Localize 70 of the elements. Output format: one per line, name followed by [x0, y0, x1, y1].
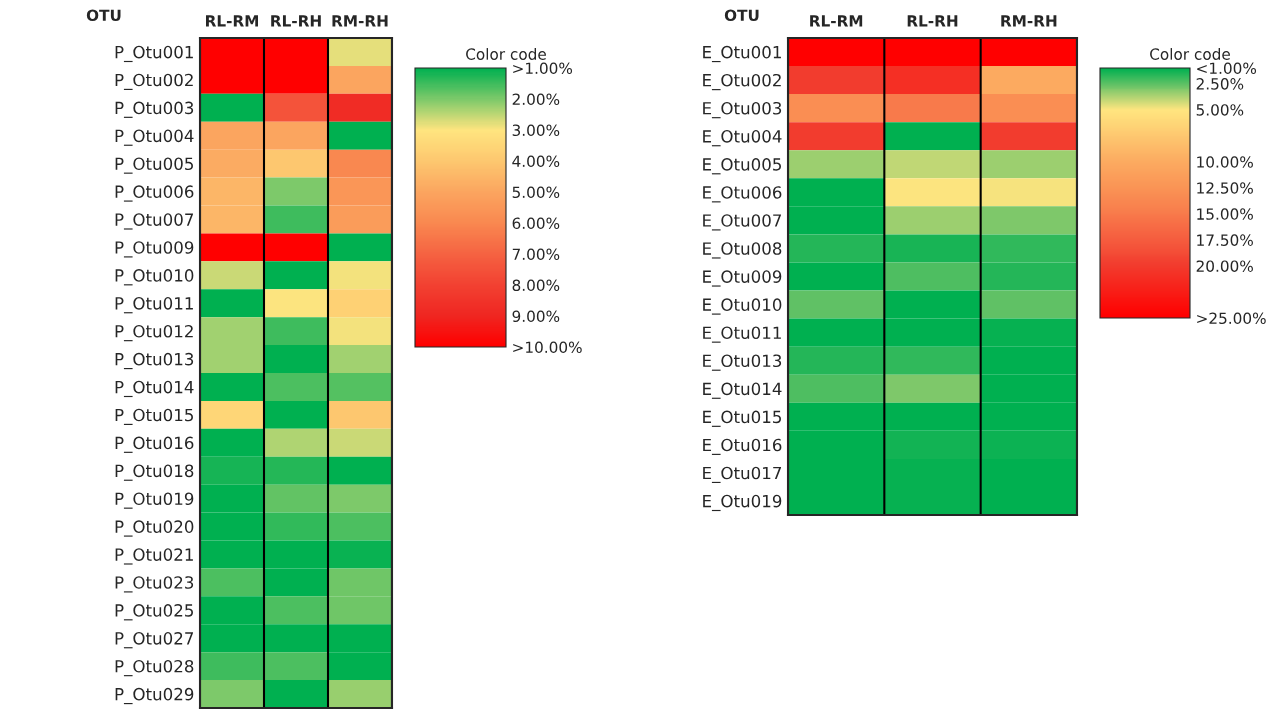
color-bar-label: 12.50%	[1197, 182, 1253, 194]
y-tick-label: P_Otu010	[115, 269, 194, 286]
y-tick-label: P_Otu013	[115, 352, 194, 370]
y-tick-label: E_Otu009	[703, 270, 782, 287]
y-tick-label: P_Otu025	[115, 604, 193, 621]
y-tick-label: E_Otu002	[703, 73, 781, 91]
y-tick-label: E_Otu008	[703, 242, 782, 259]
color-bar-title: Color code	[1150, 48, 1230, 60]
x-tick-label: RL-RH	[271, 15, 321, 27]
y-axis-title: OTU	[724, 9, 759, 22]
y-tick-label: P_Otu012	[115, 324, 193, 342]
y-tick-label: P_Otu016	[115, 436, 194, 453]
y-tick-label: E_Otu019	[703, 494, 782, 512]
y-axis-title: OTU	[86, 9, 121, 22]
color-bar-label: 10.00%	[1197, 156, 1253, 168]
x-tick-label: RM-RH	[1001, 15, 1057, 27]
y-tick-label: P_Otu007	[115, 213, 194, 230]
y-tick-label: P_Otu018	[115, 464, 194, 481]
color-bar-label: <1.00%	[1197, 62, 1257, 75]
y-tick-label: P_Otu027	[115, 632, 194, 649]
y-tick-label: P_Otu005	[115, 157, 193, 174]
y-tick-label: P_Otu029	[115, 687, 194, 705]
y-tick-label: E_Otu011	[703, 326, 781, 343]
color-bar-label: 15.00%	[1197, 208, 1253, 220]
color-bar-label: 4.00%	[512, 155, 560, 168]
y-tick-label: P_Otu019	[115, 492, 194, 509]
y-tick-label: P_Otu014	[115, 380, 194, 398]
color-bar-label: 3.00%	[512, 124, 560, 137]
x-tick-label: RL-RH	[907, 15, 958, 27]
color-bar-label: >10.00%	[513, 341, 582, 354]
y-tick-label: E_Otu004	[703, 130, 782, 147]
color-bar-label: 5.00%	[1196, 104, 1244, 116]
color-bar-label: 6.00%	[512, 217, 560, 230]
x-tick-label: RM-RH	[332, 15, 388, 27]
x-tick-label: RL-RM	[206, 15, 258, 27]
y-tick-label: P_Otu020	[115, 520, 194, 537]
y-tick-label: P_Otu002	[115, 73, 193, 90]
color-bar-label: 8.00%	[512, 279, 560, 292]
y-tick-label: E_Otu014	[703, 382, 782, 399]
y-tick-label: P_Otu004	[115, 129, 194, 146]
y-tick-label: E_Otu016	[703, 438, 782, 455]
y-tick-label: P_Otu028	[115, 659, 194, 677]
x-tick-label: RL-RM	[810, 15, 863, 27]
color-bar-label: 2.50%	[1196, 78, 1244, 90]
y-tick-label: P_Otu009	[115, 241, 194, 258]
y-tick-label: E_Otu001	[703, 45, 781, 63]
y-tick-label: E_Otu013	[703, 354, 782, 371]
y-tick-label: E_Otu015	[703, 410, 781, 427]
color-bar-label: >25.00%	[1197, 312, 1266, 325]
y-tick-label: E_Otu006	[703, 186, 782, 203]
color-bar-label: 17.50%	[1197, 234, 1253, 246]
y-tick-label: E_Otu007	[703, 214, 782, 231]
color-bar-label: 20.00%	[1196, 260, 1253, 272]
color-bar-label: 5.00%	[512, 186, 560, 199]
y-tick-label: P_Otu011	[115, 297, 193, 314]
y-tick-label: P_Otu006	[115, 185, 194, 202]
y-tick-label: E_Otu017	[703, 466, 782, 484]
color-bar-label: 9.00%	[512, 310, 560, 323]
y-tick-label: P_Otu021	[115, 548, 193, 565]
color-bar-label: 2.00%	[512, 93, 560, 106]
y-tick-label: E_Otu005	[703, 158, 781, 175]
y-tick-label: P_Otu023	[115, 576, 194, 593]
y-tick-label: E_Otu003	[703, 101, 782, 119]
color-bar-label: >1.00%	[513, 62, 573, 75]
color-bar-label: 7.00%	[512, 248, 560, 261]
y-tick-label: P_Otu015	[115, 408, 193, 425]
y-tick-label: P_Otu001	[115, 45, 193, 63]
color-bar-title: Color code	[466, 48, 546, 60]
y-tick-label: E_Otu010	[703, 298, 782, 315]
y-tick-label: P_Otu003	[115, 101, 194, 118]
